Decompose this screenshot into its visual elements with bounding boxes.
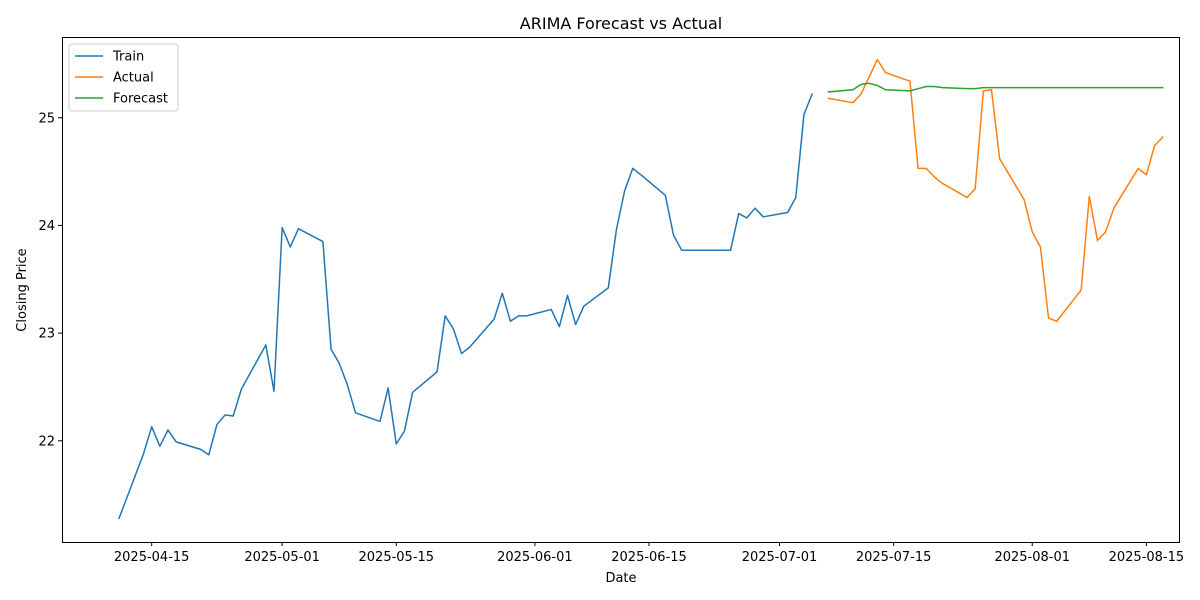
legend-label-actual: Actual: [113, 71, 154, 86]
x-tick-label: 2025-08-01: [994, 550, 1070, 565]
x-axis: 2025-04-15 2025-05-01 2025-05-15 2025-06-01…: [114, 542, 1184, 565]
legend: Train Actual Forecast: [68, 43, 179, 112]
series-line-actual: [827, 58, 1164, 323]
x-tick-label: 2025-07-15: [856, 550, 932, 565]
x-tick-label: 2025-04-15: [114, 550, 190, 565]
series-line-train: [118, 93, 814, 520]
chart-title: ARIMA Forecast vs Actual: [520, 14, 722, 33]
y-axis-title: Closing Price: [15, 248, 30, 331]
x-tick-label: 2025-05-15: [359, 550, 435, 565]
x-tick-label: 2025-06-15: [611, 550, 687, 565]
y-axis: 22 23 24 25: [38, 111, 62, 449]
x-tick-label: 2025-05-01: [244, 550, 320, 565]
legend-label-train: Train: [112, 50, 144, 65]
plot-frame: [62, 37, 1180, 543]
y-tick-label: 24: [38, 219, 55, 234]
y-tick-label: 25: [38, 111, 55, 126]
x-axis-title: Date: [605, 571, 636, 586]
legend-label-forecast: Forecast: [113, 92, 168, 107]
x-tick-label: 2025-08-15: [1109, 550, 1185, 565]
series-line-forecast: [827, 82, 1164, 93]
y-tick-label: 22: [38, 434, 55, 449]
y-tick-label: 23: [38, 327, 55, 342]
legend-frame: [68, 43, 179, 112]
x-tick-label: 2025-06-01: [497, 550, 573, 565]
x-tick-label: 2025-07-01: [742, 550, 818, 565]
series-layer: [118, 58, 1164, 520]
